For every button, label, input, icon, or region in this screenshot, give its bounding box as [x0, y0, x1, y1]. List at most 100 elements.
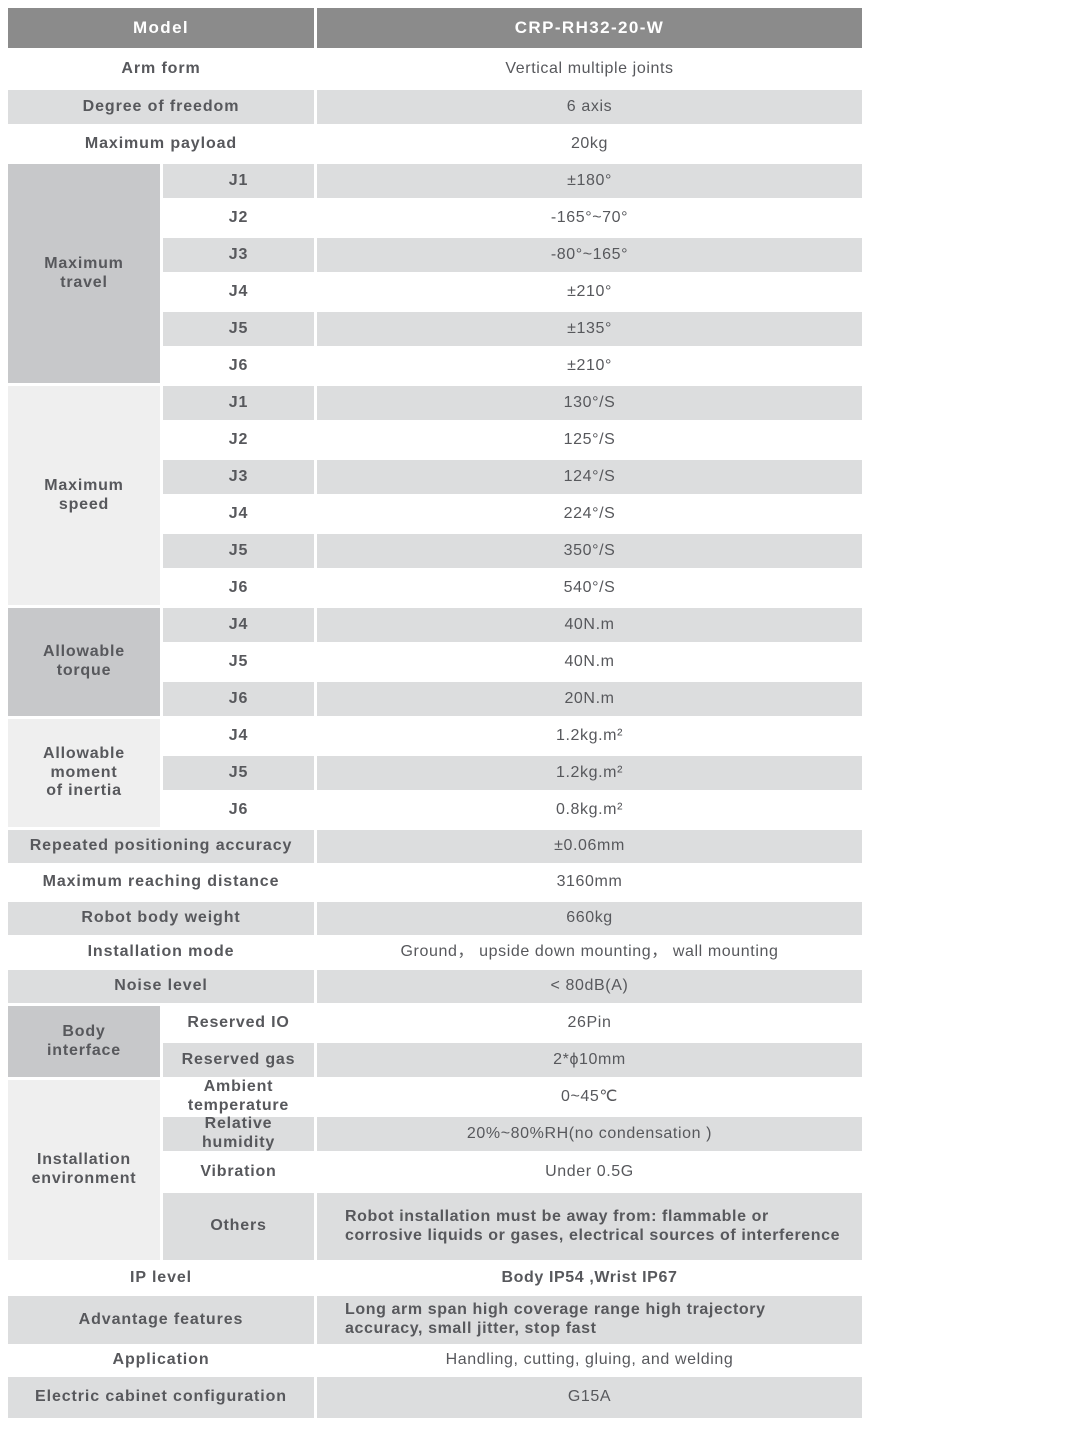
row-speed-j6-label: J6	[163, 571, 314, 605]
row-vibration: Vibration Under 0.5G	[163, 1154, 862, 1190]
row-ip-level: IP level Body IP54 ,Wrist IP67	[8, 1263, 862, 1293]
row-travel-j4: J4 ±210°	[163, 275, 862, 309]
row-torque-j4-label: J4	[163, 608, 314, 642]
row-reserved-io: Reserved IO 26Pin	[163, 1006, 862, 1040]
row-arm-form-value: Vertical multiple joints	[317, 51, 862, 87]
row-speed-j6: J6 540°/S	[163, 571, 862, 605]
row-accuracy-value: ±0.06mm	[317, 830, 862, 863]
row-travel-j3: J3 -80°~165°	[163, 238, 862, 272]
row-arm-form-label: Arm form	[8, 51, 314, 87]
row-travel-j6: J6 ±210°	[163, 349, 862, 383]
group-allowable-inertia-label: Allowable moment of inertia	[8, 719, 160, 827]
row-torque-j5-label: J5	[163, 645, 314, 679]
row-robot-body-weight: Robot body weight 660kg	[8, 902, 862, 935]
row-ambient-temperature: Ambient temperature 0~45℃	[163, 1078, 862, 1114]
group-allowable-torque-label: Allowable torque	[8, 608, 160, 716]
row-inertia-j6: J6 0.8kg.m²	[163, 793, 862, 827]
row-inertia-j5-value: 1.2kg.m²	[317, 756, 862, 790]
row-travel-j2-label: J2	[163, 201, 314, 235]
row-maximum-reaching-distance: Maximum reaching distance 3160mm	[8, 866, 862, 899]
row-degree-of-freedom: Degree of freedom 6 axis	[8, 90, 862, 124]
row-speed-j1: J1 130°/S	[163, 386, 862, 420]
row-speed-j3-value: 124°/S	[317, 460, 862, 494]
row-installation-mode: Installation mode Ground， upside down mo…	[8, 938, 862, 967]
row-ip-level-value: Body IP54 ,Wrist IP67	[317, 1263, 862, 1293]
row-reserved-io-value: 26Pin	[317, 1006, 862, 1040]
row-travel-j1: J1 ±180°	[163, 164, 862, 198]
row-maximum-payload: Maximum payload 20kg	[8, 127, 862, 161]
row-reach-label: Maximum reaching distance	[8, 866, 314, 899]
row-travel-j1-value: ±180°	[317, 164, 862, 198]
row-degree-of-freedom-label: Degree of freedom	[8, 90, 314, 124]
group-body-interface-label: Body interface	[8, 1006, 160, 1077]
row-noise-level-label: Noise level	[8, 970, 314, 1003]
row-noise-level-value: < 80dB(A)	[317, 970, 862, 1003]
row-speed-j4-label: J4	[163, 497, 314, 531]
row-travel-j5: J5 ±135°	[163, 312, 862, 346]
row-torque-j5-value: 40N.m	[317, 645, 862, 679]
row-inertia-j6-value: 0.8kg.m²	[317, 793, 862, 827]
header-model-value: CRP-RH32-20-W	[317, 8, 862, 48]
row-application-label: Application	[8, 1347, 314, 1374]
row-travel-j3-value: -80°~165°	[317, 238, 862, 272]
row-speed-j1-label: J1	[163, 386, 314, 420]
row-travel-j4-label: J4	[163, 275, 314, 309]
row-application: Application Handling, cutting, gluing, a…	[8, 1347, 862, 1374]
row-others-label: Others	[163, 1193, 314, 1260]
row-inertia-j4-value: 1.2kg.m²	[317, 719, 862, 753]
row-maximum-payload-value: 20kg	[317, 127, 862, 161]
row-electric-cabinet-configuration: Electric cabinet configuration G15A	[8, 1377, 862, 1418]
row-speed-j2: J2 125°/S	[163, 423, 862, 457]
row-torque-j6: J6 20N.m	[163, 682, 862, 716]
row-torque-j5: J5 40N.m	[163, 645, 862, 679]
row-ambient-temperature-label: Ambient temperature	[163, 1078, 314, 1114]
row-inertia-j5: J5 1.2kg.m²	[163, 756, 862, 790]
row-speed-j3: J3 124°/S	[163, 460, 862, 494]
row-advantage-features: Advantage features Long arm span high co…	[8, 1296, 862, 1344]
row-others-value: Robot installation must be away from: fl…	[317, 1193, 862, 1260]
row-travel-j2: J2 -165°~70°	[163, 201, 862, 235]
group-installation-environment: Installation environment Ambient tempera…	[8, 1078, 862, 1260]
row-speed-j5-label: J5	[163, 534, 314, 568]
row-torque-j6-label: J6	[163, 682, 314, 716]
row-relative-humidity: Relative humidity 20%~80%RH(no condensat…	[163, 1115, 862, 1151]
row-speed-j4: J4 224°/S	[163, 497, 862, 531]
group-maximum-speed-label: Maximum speed	[8, 386, 160, 605]
row-torque-j4-value: 40N.m	[317, 608, 862, 642]
row-travel-j6-label: J6	[163, 349, 314, 383]
group-allowable-inertia: Allowable moment of inertia J4 1.2kg.m² …	[8, 719, 862, 827]
row-reserved-gas-label: Reserved gas	[163, 1043, 314, 1077]
row-relative-humidity-value: 20%~80%RH(no condensation )	[317, 1117, 862, 1151]
row-torque-j6-value: 20N.m	[317, 682, 862, 716]
row-installation-mode-label: Installation mode	[8, 938, 314, 967]
table-header-row: Model CRP-RH32-20-W	[8, 8, 862, 48]
row-maximum-payload-label: Maximum payload	[8, 127, 314, 161]
row-weight-label: Robot body weight	[8, 902, 314, 935]
header-model-label: Model	[8, 8, 314, 48]
row-weight-value: 660kg	[317, 902, 862, 935]
row-speed-j4-value: 224°/S	[317, 497, 862, 531]
row-cabinet-value: G15A	[317, 1377, 862, 1418]
row-ambient-temperature-value: 0~45℃	[317, 1080, 862, 1114]
row-repeated-positioning-accuracy: Repeated positioning accuracy ±0.06mm	[8, 830, 862, 863]
row-application-value: Handling, cutting, gluing, and welding	[317, 1347, 862, 1374]
row-accuracy-label: Repeated positioning accuracy	[8, 830, 314, 863]
row-vibration-value: Under 0.5G	[317, 1154, 862, 1190]
robot-spec-table: Model CRP-RH32-20-W Arm form Vertical mu…	[8, 8, 862, 1418]
row-speed-j2-value: 125°/S	[317, 423, 862, 457]
row-speed-j5: J5 350°/S	[163, 534, 862, 568]
row-relative-humidity-label: Relative humidity	[163, 1115, 314, 1151]
row-travel-j4-value: ±210°	[317, 275, 862, 309]
row-degree-of-freedom-value: 6 axis	[317, 90, 862, 124]
group-installation-environment-label: Installation environment	[8, 1080, 160, 1260]
group-maximum-speed: Maximum speed J1 130°/S J2 125°/S J3 124…	[8, 386, 862, 605]
group-maximum-travel: Maximum travel J1 ±180° J2 -165°~70° J3 …	[8, 164, 862, 383]
row-torque-j4: J4 40N.m	[163, 608, 862, 642]
row-cabinet-label: Electric cabinet configuration	[8, 1377, 314, 1418]
row-reserved-gas: Reserved gas 2*ϕ10mm	[163, 1043, 862, 1077]
row-installation-mode-value: Ground， upside down mounting， wall mount…	[317, 938, 862, 967]
row-others: Others Robot installation must be away f…	[163, 1193, 862, 1260]
row-inertia-j6-label: J6	[163, 793, 314, 827]
row-travel-j2-value: -165°~70°	[317, 201, 862, 235]
row-travel-j5-label: J5	[163, 312, 314, 346]
